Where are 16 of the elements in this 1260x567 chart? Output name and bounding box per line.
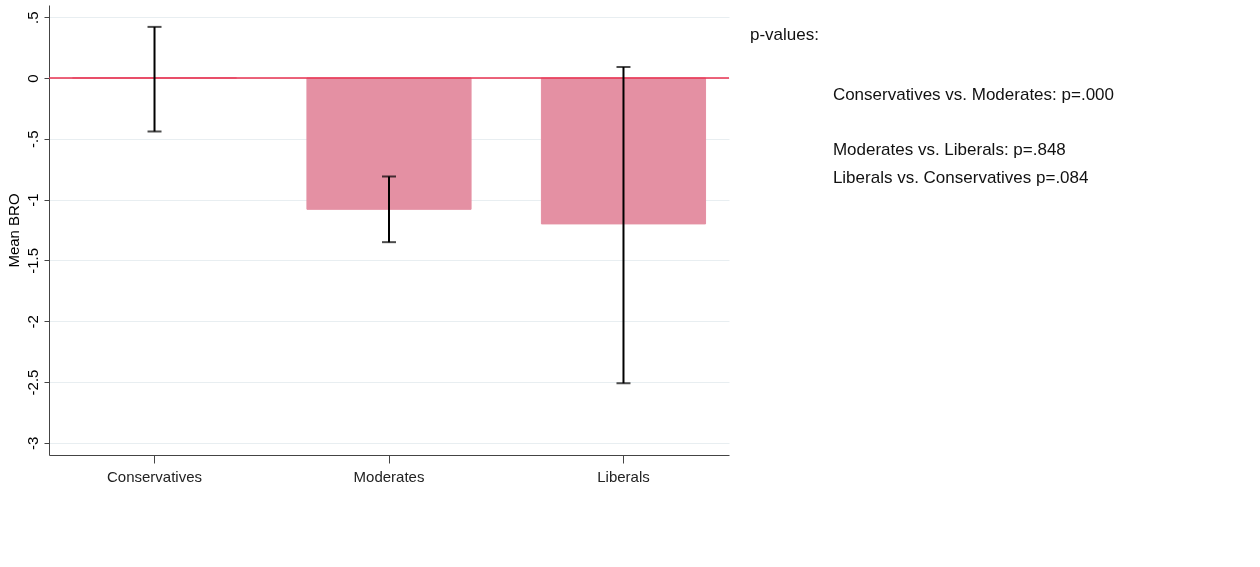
x-tick-label: Conservatives bbox=[106, 467, 203, 485]
text: p-values: bbox=[750, 25, 819, 44]
y-axis-title: Mean BRO bbox=[4, 193, 22, 268]
y-tick-label: .5 bbox=[23, 11, 41, 24]
y-tick-label: -1 bbox=[23, 193, 41, 207]
text: Liberals vs. Conservatives p=.084 bbox=[832, 168, 1089, 187]
y-tick-label: -.5 bbox=[23, 130, 41, 149]
x-tick-label: Liberals bbox=[597, 467, 650, 485]
y-tick-label: -2.5 bbox=[23, 369, 41, 396]
x-tick-label: Moderates bbox=[353, 467, 425, 485]
text: Moderates vs. Liberals: p=.848 bbox=[832, 140, 1066, 159]
text: Conservatives vs. Moderates: p=.000 bbox=[832, 85, 1114, 104]
y-tick-label: 0 bbox=[23, 74, 41, 83]
y-tick-label: -1.5 bbox=[23, 247, 41, 274]
y-tick-label: -3 bbox=[23, 436, 41, 451]
y-tick-label: -2 bbox=[23, 315, 41, 329]
